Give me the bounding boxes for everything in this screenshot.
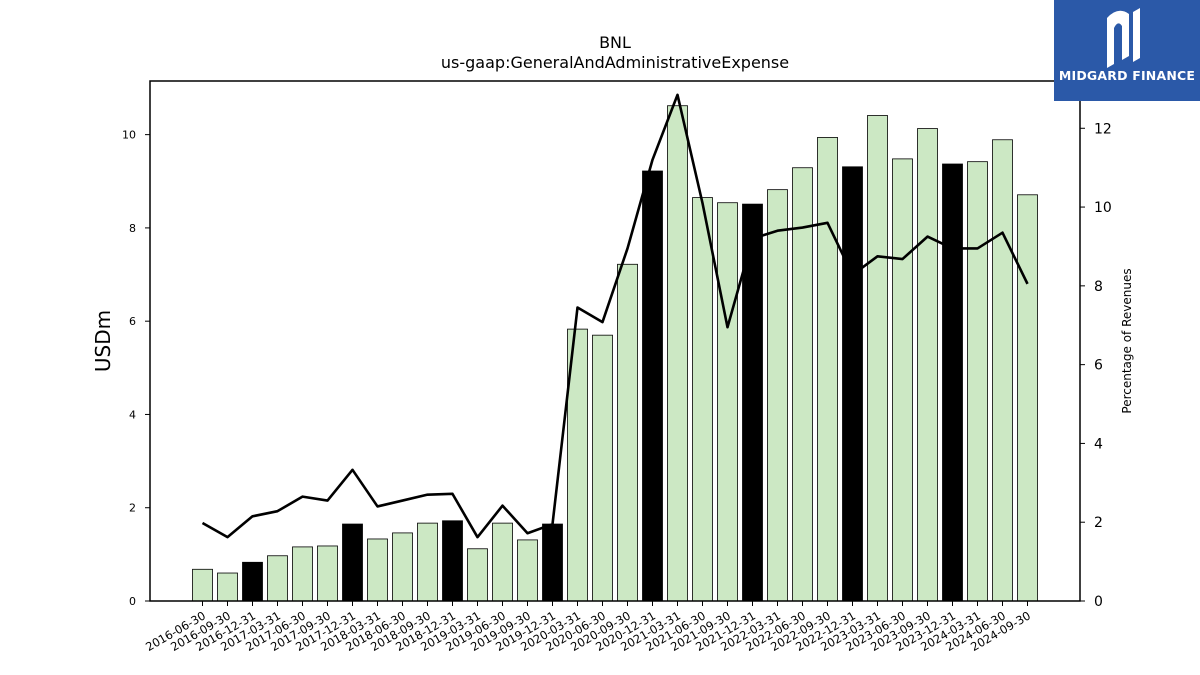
y-tick-label: 2 bbox=[129, 502, 136, 515]
y2-tick-label: 2 bbox=[1094, 515, 1103, 531]
y-tick-label: 8 bbox=[129, 222, 136, 235]
y2-tick-label: 8 bbox=[1094, 279, 1103, 295]
bar-2020-06-30 bbox=[592, 334, 613, 602]
bar-2022-12-31 bbox=[842, 166, 863, 602]
bar-2016-12-31 bbox=[242, 561, 263, 602]
bar-2021-06-30 bbox=[692, 197, 713, 602]
bar-2022-06-30 bbox=[792, 167, 813, 602]
logo-mark-icon bbox=[1107, 8, 1140, 68]
y2-tick-label: 6 bbox=[1094, 358, 1103, 374]
bar-2024-03-31 bbox=[967, 161, 988, 602]
percentage-line bbox=[201, 93, 1029, 539]
bar-2019-06-30 bbox=[492, 522, 513, 602]
y2-tick-label: 12 bbox=[1094, 121, 1112, 137]
y-tick-label: 0 bbox=[129, 595, 136, 608]
midgard-finance-logo: MIDGARD FINANCE bbox=[1054, 0, 1200, 101]
y2-tick-label: 10 bbox=[1094, 200, 1112, 216]
bar-2020-09-30 bbox=[617, 263, 638, 602]
bar-2022-03-31 bbox=[767, 189, 788, 602]
bar-2016-06-30 bbox=[192, 568, 213, 602]
bar-2023-12-31 bbox=[942, 163, 963, 602]
bar-2017-12-31 bbox=[342, 523, 363, 602]
bar-2019-12-31 bbox=[542, 523, 563, 602]
y-axis-right: 0 2 4 6 8 10 12 bbox=[1080, 121, 1112, 610]
y-axis-label: USDm bbox=[91, 310, 115, 372]
logo-text: MIDGARD FINANCE bbox=[1058, 68, 1196, 83]
bar-2023-09-30 bbox=[917, 128, 938, 602]
bar-2017-03-31 bbox=[267, 555, 288, 602]
y2-tick-label: 4 bbox=[1094, 436, 1103, 452]
bar-2019-03-31 bbox=[467, 548, 488, 602]
bar-2020-12-31 bbox=[642, 170, 663, 602]
y-tick-label: 6 bbox=[129, 315, 136, 328]
bar-2021-03-31 bbox=[667, 105, 688, 602]
chart-title: BNL bbox=[599, 33, 631, 52]
chart-subtitle: us-gaap:GeneralAndAdministrativeExpense bbox=[441, 53, 789, 72]
bar-2019-09-30 bbox=[517, 539, 538, 602]
bar-2016-09-30 bbox=[217, 572, 238, 602]
y-tick-label: 4 bbox=[129, 408, 136, 421]
bar-2022-09-30 bbox=[817, 137, 838, 602]
plot-frame bbox=[149, 80, 1081, 602]
y2-tick-label: 0 bbox=[1094, 594, 1103, 610]
bar-2018-09-30 bbox=[417, 522, 438, 602]
y-tick-label: 10 bbox=[122, 129, 136, 142]
y2-axis-label: Percentage of Revenues bbox=[1120, 268, 1134, 413]
bar-2018-03-31 bbox=[367, 538, 388, 602]
bar-2023-03-31 bbox=[867, 115, 888, 602]
bar-2018-12-31 bbox=[442, 520, 463, 602]
x-axis: 2016-06-302016-09-302016-12-312017-03-31… bbox=[143, 601, 1033, 654]
bar-2024-09-30 bbox=[1017, 194, 1038, 602]
bar-2017-06-30 bbox=[292, 546, 313, 602]
y-axis-left: 0 2 4 6 8 10 bbox=[122, 129, 150, 608]
bar-2024-06-30 bbox=[992, 139, 1013, 602]
line-group bbox=[201, 93, 1029, 539]
bar-2018-06-30 bbox=[392, 532, 413, 602]
bar-2017-09-30 bbox=[317, 545, 338, 602]
bar-2021-09-30 bbox=[717, 202, 738, 602]
bar-2023-06-30 bbox=[892, 158, 913, 602]
bars-group bbox=[192, 105, 1038, 602]
